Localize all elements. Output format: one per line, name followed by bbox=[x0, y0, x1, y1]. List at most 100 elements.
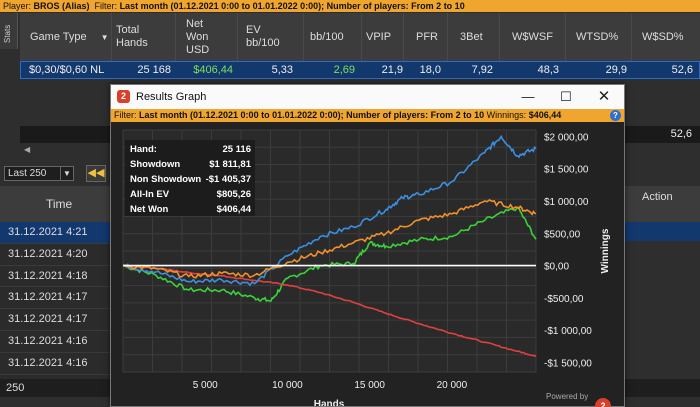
hand-time-row[interactable]: 31.12.2021 4:21 bbox=[0, 222, 110, 244]
time-column-header[interactable]: Time bbox=[0, 186, 110, 222]
filter-bar: Player: BROS (Alias) Filter: Last month … bbox=[0, 0, 700, 12]
sort-down-icon[interactable]: ▼ bbox=[100, 32, 109, 42]
footer-wsd: 52,6 bbox=[670, 128, 692, 140]
summary-label: All-In EV bbox=[130, 189, 170, 200]
col-ev-bb100[interactable]: EV bb/100 bbox=[238, 13, 304, 61]
summary-value: $805,26 bbox=[217, 189, 251, 200]
help-icon[interactable]: ? bbox=[610, 110, 621, 121]
col-wsd[interactable]: W$SD% bbox=[632, 13, 700, 61]
col-vpip-label: VPIP bbox=[366, 30, 392, 43]
hand-time-row[interactable]: 31.12.2021 4:16 bbox=[0, 330, 110, 353]
cell-bb100: 2,69 bbox=[333, 64, 355, 76]
scroll-left-icon[interactable]: ◀ bbox=[24, 145, 31, 154]
stats-side-tab[interactable]: Stats bbox=[0, 13, 18, 49]
x-tick-label: 20 000 bbox=[437, 380, 468, 391]
hand-range-select[interactable]: Last 250 ▼ bbox=[4, 166, 74, 181]
x-axis-label: Hands bbox=[314, 399, 345, 406]
powered-by-label: Powered by bbox=[546, 392, 589, 401]
cell-ev-bb100: 5,33 bbox=[271, 64, 293, 76]
summary-value: 25 116 bbox=[222, 144, 251, 155]
player-label: Player: bbox=[3, 1, 34, 11]
double-chevron-left-icon: ◀◀ bbox=[87, 167, 105, 179]
col-wwsf[interactable]: W$WSF bbox=[500, 13, 566, 61]
y-axis-label: Winnings bbox=[600, 228, 611, 273]
col-net-won-label: Net Won USD bbox=[186, 17, 210, 56]
app-logo-icon: 2 bbox=[117, 90, 130, 103]
y-tick-label: $1 000,00 bbox=[544, 197, 589, 208]
close-button[interactable]: ✕ bbox=[597, 88, 611, 105]
y-tick-label: $0,00 bbox=[544, 262, 569, 273]
col-3bet[interactable]: 3Bet bbox=[448, 13, 500, 61]
dropdown-arrow-icon[interactable]: ▼ bbox=[60, 167, 73, 180]
stats-header: Game Type ▼ Total Hands Net Won USD EV bb… bbox=[20, 13, 700, 61]
series-line-net bbox=[122, 206, 537, 302]
window-titlebar[interactable]: 2 Results Graph — ☐ ✕ bbox=[111, 85, 624, 109]
cell-wsd: 52,6 bbox=[671, 64, 693, 76]
summary-label: Net Won bbox=[130, 204, 169, 215]
window-filter-bar: Filter: Last month (01.12.2021 0:00 to 0… bbox=[111, 109, 624, 122]
hands-list: 31.12.2021 4:21 31.12.2021 4:20 31.12.2021… bbox=[0, 222, 110, 397]
cell-wwsf: 48,3 bbox=[537, 64, 559, 76]
minimize-button[interactable]: — bbox=[521, 89, 535, 104]
col-game-type-label: Game Type bbox=[30, 30, 87, 43]
col-bb100-label: bb/100 bbox=[310, 30, 344, 43]
hand-time-row[interactable]: 31.12.2021 4:17 bbox=[0, 309, 110, 331]
cell-game-type: $0,30/$0,60 NL bbox=[29, 64, 105, 76]
col-wtsd[interactable]: WTSD% bbox=[566, 13, 632, 61]
previous-page-button[interactable]: ◀◀ bbox=[86, 165, 106, 182]
cell-wtsd: 29,9 bbox=[605, 64, 627, 76]
col-pfr[interactable]: PFR bbox=[404, 13, 448, 61]
summary-box: Hand: 25 116 Showdown $1 811,81 Non Showdown… bbox=[125, 140, 255, 216]
hand-time-row[interactable]: 31.12.2021 4:17 bbox=[0, 287, 110, 310]
graph-body: $2 000,00 $1 500,00 $1 000,00 $500,00 $0,00 -… bbox=[111, 122, 624, 406]
summary-value: -$1 405,37 bbox=[206, 174, 251, 185]
filter-text[interactable]: Last month (01.12.2021 0:00 to 01.01.202… bbox=[119, 1, 465, 11]
results-chart: $2 000,00 $1 500,00 $1 000,00 $500,00 $0,00 -… bbox=[122, 129, 611, 406]
action-header-label: Action bbox=[642, 191, 673, 203]
summary-label: Hand: bbox=[130, 144, 157, 155]
window-filter-label: Filter: bbox=[114, 110, 140, 120]
summary-value: $406,44 bbox=[217, 204, 252, 215]
cell-total-hands: 25 168 bbox=[137, 64, 171, 76]
powered-by-logo-icon: 2 bbox=[595, 398, 611, 407]
col-wsd-label: W$SD% bbox=[642, 30, 684, 43]
col-3bet-label: 3Bet bbox=[460, 30, 483, 43]
series-line-sd bbox=[122, 134, 537, 287]
stats-row[interactable]: $0,30/$0,60 NL 25 168 $406,44 5,33 2,69 … bbox=[20, 61, 700, 79]
col-ev-bb100-label: EV bb/100 bbox=[246, 24, 280, 49]
y-tick-label: $2 000,00 bbox=[544, 132, 589, 143]
player-name[interactable]: BROS (Alias) bbox=[33, 1, 90, 11]
window-filter-text: Last month (01.12.2021 0:00 to 01.01.202… bbox=[139, 110, 485, 120]
results-graph-window: 2 Results Graph — ☐ ✕ Filter: Last month… bbox=[110, 84, 625, 407]
maximize-button[interactable]: ☐ bbox=[560, 89, 572, 104]
series-line-allin bbox=[122, 198, 537, 279]
hand-range-value: Last 250 bbox=[8, 168, 47, 179]
x-tick-label: 10 000 bbox=[272, 380, 303, 391]
hand-time-row[interactable]: 31.12.2021 4:16 bbox=[0, 352, 110, 375]
y-tick-label: $1 500,00 bbox=[544, 165, 589, 176]
col-bb100[interactable]: bb/100 bbox=[304, 13, 362, 61]
winnings-label: Winnings: bbox=[486, 110, 529, 120]
y-tick-label: -$500,00 bbox=[544, 294, 584, 305]
col-vpip[interactable]: VPIP bbox=[362, 13, 404, 61]
col-pfr-label: PFR bbox=[416, 30, 438, 43]
winnings-value: $406,44 bbox=[528, 110, 562, 120]
series-line-nonsd bbox=[122, 264, 537, 357]
window-title: Results Graph bbox=[136, 91, 207, 103]
cell-3bet: 7,92 bbox=[471, 64, 493, 76]
hand-time-row[interactable]: 31.12.2021 4:20 bbox=[0, 243, 110, 266]
hand-time-row[interactable]: 31.12.2021 4:18 bbox=[0, 265, 110, 288]
cell-vpip: 21,9 bbox=[381, 64, 403, 76]
filter-label: Filter: bbox=[94, 1, 120, 11]
col-game-type[interactable]: Game Type ▼ bbox=[20, 13, 112, 61]
summary-label: Non Showdown bbox=[130, 174, 201, 185]
col-total-hands[interactable]: Total Hands bbox=[112, 13, 176, 61]
cell-net-won: $406,44 bbox=[193, 64, 233, 76]
summary-value: $1 811,81 bbox=[209, 159, 251, 170]
x-tick-label: 5 000 bbox=[193, 380, 218, 391]
y-tick-label: -$1 500,00 bbox=[544, 358, 592, 369]
col-net-won[interactable]: Net Won USD bbox=[176, 13, 238, 61]
action-column-header[interactable]: Action bbox=[625, 186, 700, 222]
summary-label: Showdown bbox=[130, 159, 180, 170]
